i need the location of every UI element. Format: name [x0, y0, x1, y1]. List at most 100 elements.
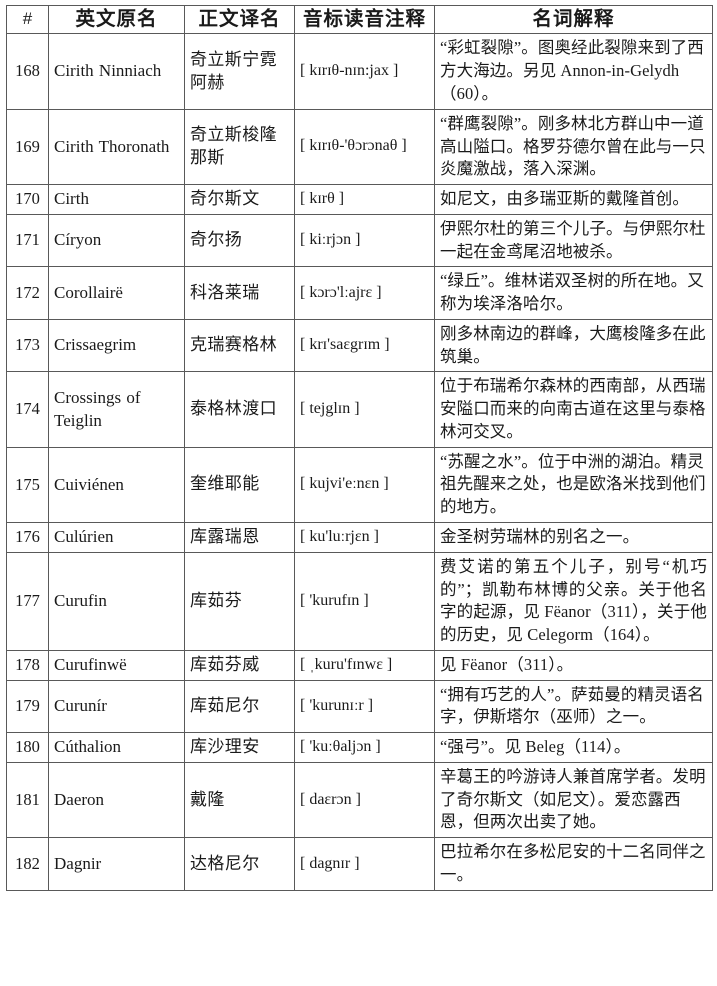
header-row: # 英文原名 正文译名 音标读音注释 名词解释	[6, 4, 713, 35]
table-header: # 英文原名 正文译名 音标读音注释 名词解释	[6, 4, 713, 35]
glossary-table: # 英文原名 正文译名 音标读音注释 名词解释 168 Cirith Ninnia…	[6, 4, 713, 891]
cell-chinese-translation: 奎维耶能	[184, 446, 295, 523]
cell-english-name: Dagnir	[48, 837, 185, 891]
cell-phonetic: [ tejglɪn ]	[294, 371, 435, 448]
cell-phonetic: [ 'kurufɪn ]	[294, 551, 435, 651]
column-header-definition: 名词解释	[434, 4, 713, 35]
cell-definition: 如尼文，由多瑞亚斯的戴隆首创。	[434, 184, 713, 215]
table-row: 172 Corollairë 科洛莱瑞[ kɔrɔ'lːajrɛ ] “绿丘”。维林诺…	[6, 266, 713, 320]
cell-phonetic: [ kɪrɪθ-nɪn:jax ]	[294, 33, 435, 110]
cell-english-name: Cúthalion	[48, 732, 185, 763]
cell-definition: 位于布瑞希尔森林的西南部，从西瑞安隘口而来的向南古道在这里与泰格林河交叉。	[434, 371, 713, 448]
table-row: 180 Cúthalion 库沙理安[ 'kuːθaljɔn ] “强弓”。见 Bel…	[6, 732, 713, 763]
cell-chinese-translation: 奇立斯宁霓阿赫	[184, 33, 295, 110]
table-row: 174 Crossings of Teiglin 泰格林渡口[ tejglɪn ] 位…	[6, 371, 713, 448]
cell-index: 175	[6, 446, 49, 523]
cell-chinese-translation: 库露瑞恩	[184, 521, 295, 553]
cell-phonetic: [ daɛrɔn ]	[294, 761, 435, 839]
cell-chinese-translation: 达格尼尔	[184, 837, 295, 891]
cell-index: 181	[6, 761, 49, 839]
cell-english-name: Cuiviénen	[48, 446, 185, 523]
cell-phonetic: [ kɔrɔ'lːajrɛ ]	[294, 266, 435, 320]
cell-phonetic: [ 'kuːθaljɔn ]	[294, 732, 435, 763]
table-row: 170 Cirth 奇尔斯文[ kɪrθ ] 如尼文，由多瑞亚斯的戴隆首创。	[6, 184, 713, 215]
cell-chinese-translation: 科洛莱瑞	[184, 266, 295, 320]
cell-definition: 辛葛王的吟游诗人兼首席学者。发明了奇尔斯文（如尼文）。爱恋露西恩，但两次出卖了她…	[434, 761, 713, 839]
cell-phonetic: [ kiːrjɔn ]	[294, 213, 435, 268]
table-row: 179 Curunír 库茹尼尔[ 'kurunɪːr ] “拥有巧艺的人”。萨茹曼的…	[6, 679, 713, 734]
cell-definition: “群鹰裂隙”。刚多林北方群山中一道高山隘口。格罗芬德尔曾在此与一只炎魔激战，落入…	[434, 108, 713, 186]
cell-phonetic: [ dagnɪr ]	[294, 837, 435, 891]
cell-definition: 刚多林南边的群峰，大鹰梭隆多在此筑巢。	[434, 318, 713, 373]
cell-definition: 金圣树劳瑞林的别名之一。	[434, 521, 713, 553]
cell-index: 172	[6, 266, 49, 320]
cell-phonetic: [ krɪ'saɛgrɪm ]	[294, 318, 435, 373]
table-row: 181 Daeron 戴隆[ daɛrɔn ] 辛葛王的吟游诗人兼首席学者。发明了奇尔…	[6, 761, 713, 839]
table-row: 182 Dagnir 达格尼尔[ dagnɪr ] 巴拉希尔在多松尼安的十二名同伴之一…	[6, 837, 713, 891]
table-row: 171 Círyon 奇尔扬[ kiːrjɔn ] 伊熙尔杜的第三个儿子。与伊熙尔杜一…	[6, 213, 713, 268]
table-row: 176 Culúrien 库露瑞恩[ ku'luːrjɛn ] 金圣树劳瑞林的别名之一…	[6, 521, 713, 553]
cell-definition: 费艾诺的第五个儿子，别号“机巧的”；凯勒布林博的父亲。关于他名字的起源，见 Fë…	[434, 551, 713, 651]
cell-phonetic: [ ku'luːrjɛn ]	[294, 521, 435, 553]
cell-chinese-translation: 奇尔斯文	[184, 184, 295, 215]
table-row: 175 Cuiviénen 奎维耶能[ kujvi'eːnɛn ] “苏醒之水”。位于…	[6, 446, 713, 523]
cell-definition: “强弓”。见 Beleg（114）。	[434, 732, 713, 763]
cell-index: 178	[6, 649, 49, 681]
cell-english-name: Curufin	[48, 551, 185, 651]
cell-definition: “苏醒之水”。位于中洲的湖泊。精灵祖先醒来之处，也是欧洛米找到他们的地方。	[434, 446, 713, 523]
column-header-phonetic: 音标读音注释	[294, 4, 435, 35]
table-row: 168 Cirith Ninniach 奇立斯宁霓阿赫[ kɪrɪθ-nɪn:jax…	[6, 33, 713, 110]
column-header-translation: 正文译名	[184, 4, 295, 35]
cell-definition: “拥有巧艺的人”。萨茹曼的精灵语名字，伊斯塔尔（巫师）之一。	[434, 679, 713, 734]
cell-definition: 伊熙尔杜的第三个儿子。与伊熙尔杜一起在金鸢尾沼地被杀。	[434, 213, 713, 268]
cell-definition: “彩虹裂隙”。图奥经此裂隙来到了西方大海边。另见 Annon-in-Gelydh…	[434, 33, 713, 110]
cell-chinese-translation: 泰格林渡口	[184, 371, 295, 448]
cell-chinese-translation: 戴隆	[184, 761, 295, 839]
cell-chinese-translation: 库茹尼尔	[184, 679, 295, 734]
cell-index: 179	[6, 679, 49, 734]
cell-english-name: Círyon	[48, 213, 185, 268]
cell-index: 176	[6, 521, 49, 553]
cell-chinese-translation: 库茹芬	[184, 551, 295, 651]
cell-english-name: Curunír	[48, 679, 185, 734]
cell-index: 182	[6, 837, 49, 891]
cell-phonetic: [ kujvi'eːnɛn ]	[294, 446, 435, 523]
cell-index: 170	[6, 184, 49, 215]
cell-index: 171	[6, 213, 49, 268]
cell-english-name: Crissaegrim	[48, 318, 185, 373]
cell-english-name: Daeron	[48, 761, 185, 839]
cell-phonetic: [ kɪrɪθ-'θɔrɔnaθ ]	[294, 108, 435, 186]
cell-english-name: Cirith Thoronath	[48, 108, 185, 186]
cell-index: 173	[6, 318, 49, 373]
cell-chinese-translation: 奇立斯梭隆那斯	[184, 108, 295, 186]
cell-index: 180	[6, 732, 49, 763]
cell-index: 169	[6, 108, 49, 186]
cell-phonetic: [ ˌkuru'fɪnwɛ ]	[294, 649, 435, 681]
cell-definition: 见 Fëanor（311）。	[434, 649, 713, 681]
table-row: 173 Crissaegrim 克瑞赛格林[ krɪ'saɛgrɪm ] 刚多林南边的…	[6, 318, 713, 373]
cell-chinese-translation: 奇尔扬	[184, 213, 295, 268]
cell-index: 174	[6, 371, 49, 448]
cell-phonetic: [ 'kurunɪːr ]	[294, 679, 435, 734]
table-row: 177 Curufin 库茹芬[ 'kurufɪn ] 费艾诺的第五个儿子，别号“机巧…	[6, 551, 713, 651]
table-body: 168 Cirith Ninniach 奇立斯宁霓阿赫[ kɪrɪθ-nɪn:jax…	[6, 33, 713, 891]
cell-chinese-translation: 克瑞赛格林	[184, 318, 295, 373]
cell-phonetic: [ kɪrθ ]	[294, 184, 435, 215]
table-row: 169 Cirith Thoronath 奇立斯梭隆那斯[ kɪrɪθ-'θɔrɔn…	[6, 108, 713, 186]
column-header-index: #	[6, 4, 49, 35]
cell-english-name: Crossings of Teiglin	[48, 371, 185, 448]
table-row: 178 Curufinwë 库茹芬威[ ˌkuru'fɪnwɛ ] 见 Fëanor（…	[6, 649, 713, 681]
cell-english-name: Curufinwë	[48, 649, 185, 681]
cell-definition: “绿丘”。维林诺双圣树的所在地。又称为埃泽洛哈尔。	[434, 266, 713, 320]
cell-english-name: Cirith Ninniach	[48, 33, 185, 110]
cell-chinese-translation: 库茹芬威	[184, 649, 295, 681]
cell-index: 168	[6, 33, 49, 110]
cell-chinese-translation: 库沙理安	[184, 732, 295, 763]
column-header-english: 英文原名	[48, 4, 185, 35]
cell-english-name: Cirth	[48, 184, 185, 215]
cell-definition: 巴拉希尔在多松尼安的十二名同伴之一。	[434, 837, 713, 891]
cell-index: 177	[6, 551, 49, 651]
cell-english-name: Corollairë	[48, 266, 185, 320]
cell-english-name: Culúrien	[48, 521, 185, 553]
